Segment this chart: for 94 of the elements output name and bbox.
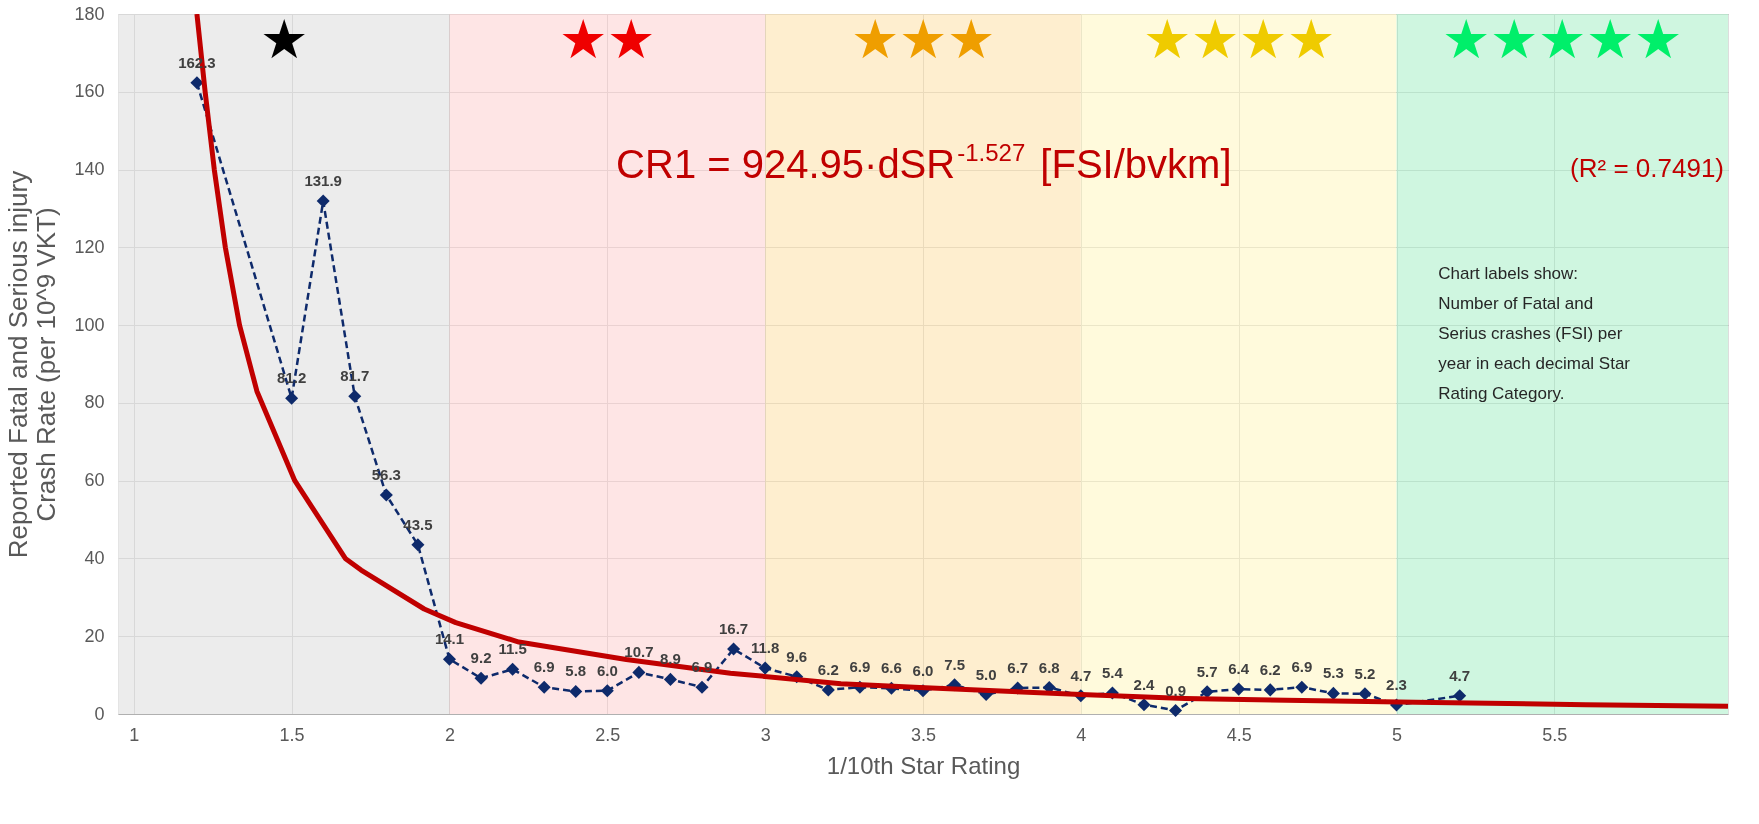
data-label: 6.9 — [691, 658, 713, 676]
x-tick-label: 2 — [444, 724, 455, 745]
data-label: 43.5 — [403, 515, 433, 533]
annotation: Chart labels show: — [1438, 264, 1579, 283]
annotation: Number of Fatal and Serius crashes (FSI) per year in each decimal Star Rating Category. — [1438, 294, 1631, 403]
y-tick-label: 120 — [74, 236, 105, 257]
point — [474, 671, 488, 685]
data-label: 81.7 — [340, 367, 370, 385]
x-axis-title: 1/10th Star Rating — [826, 751, 1021, 779]
data-label: 6.2 — [1259, 660, 1281, 678]
data-label: 5.4 — [1101, 664, 1124, 681]
data-label: 6.0 — [912, 661, 934, 679]
data-label: 6.6 — [881, 659, 902, 677]
data-label: 11.8 — [750, 639, 780, 657]
point — [1137, 698, 1151, 712]
point — [632, 665, 646, 679]
data-label: 14.1 — [434, 630, 465, 648]
data-label: 5.0 — [975, 665, 997, 683]
data-label: 6.0 — [596, 661, 618, 679]
y-tick-label: 60 — [84, 470, 105, 491]
x-tick-label: 3.5 — [910, 724, 937, 745]
y-tick-label: 140 — [74, 159, 105, 180]
point — [758, 661, 772, 675]
point — [442, 652, 456, 666]
data-label: 4.7 — [1449, 666, 1471, 684]
x-tick-label: 1.5 — [279, 724, 305, 745]
y-tick-label: 160 — [74, 81, 105, 102]
point — [411, 538, 425, 552]
point — [1295, 680, 1309, 694]
x-tick-label: 5 — [1392, 724, 1403, 745]
data-label: 7.5 — [944, 655, 965, 673]
annotation: (R² = 0.7491) — [1570, 153, 1724, 183]
band-label: ★ — [259, 9, 308, 69]
y-tick-label: 180 — [74, 3, 105, 24]
point — [348, 389, 362, 403]
point — [285, 391, 299, 405]
data-label: 11.5 — [498, 640, 527, 658]
point — [663, 672, 677, 686]
data-label: 6.2 — [817, 660, 839, 678]
data-label: 6.7 — [1007, 658, 1029, 676]
data-label: 5.3 — [1322, 664, 1344, 682]
data-label: 4.7 — [1070, 666, 1092, 684]
point — [1326, 686, 1340, 700]
data-label: 5.2 — [1354, 664, 1376, 682]
data-label: 6.4 — [1228, 660, 1250, 678]
data-label: 10.7 — [624, 643, 654, 661]
x-tick-label: 4.5 — [1226, 724, 1252, 745]
point — [695, 680, 709, 694]
data-label: 5.8 — [565, 662, 587, 680]
band-label: ★★★★★ — [1442, 9, 1683, 69]
band-label: ★★ — [559, 9, 656, 69]
point — [821, 683, 835, 697]
point — [1169, 703, 1183, 718]
data-label: 6.9 — [1291, 658, 1313, 676]
y-tick-label: 80 — [84, 392, 105, 413]
data-label: 8.9 — [660, 650, 681, 668]
y-tick-label: 100 — [74, 314, 105, 335]
point — [316, 194, 330, 208]
data-label: 2.4 — [1133, 675, 1156, 693]
point — [1200, 685, 1214, 699]
data-label: 6.9 — [849, 658, 871, 676]
y-tick-label: 40 — [84, 547, 105, 568]
data-label: 9.2 — [470, 649, 492, 667]
data-label: 16.7 — [718, 620, 749, 638]
point — [506, 662, 520, 676]
band-label: ★★★★ — [1142, 9, 1335, 69]
y-tick-label: 0 — [94, 703, 105, 724]
y-tick-label: 20 — [84, 625, 105, 646]
point — [1358, 687, 1372, 701]
point — [190, 76, 204, 90]
point — [537, 680, 551, 694]
data-label: 81.2 — [277, 369, 307, 387]
band-label: ★★★ — [851, 9, 995, 69]
data-label: 6.8 — [1038, 658, 1060, 676]
data-label: 131.9 — [304, 172, 342, 190]
data-label: 9.6 — [786, 647, 808, 665]
point — [600, 684, 614, 698]
y-axis-title: Reported Fatal and Serious injury Crash Rate (per 10^9 VKT) — [3, 170, 62, 559]
x-tick-label: 4 — [1076, 724, 1087, 745]
data-label: 5.7 — [1196, 662, 1218, 680]
point — [379, 488, 393, 502]
point — [569, 684, 583, 698]
point — [1263, 683, 1277, 697]
point — [727, 642, 741, 656]
x-tick-label: 3 — [760, 724, 771, 745]
data-label: 6.9 — [533, 658, 555, 676]
point — [1232, 682, 1246, 696]
data-label: 2.3 — [1386, 676, 1407, 694]
point — [1453, 689, 1467, 703]
data-label: 0.9 — [1165, 681, 1186, 699]
x-tick-label: 2.5 — [595, 724, 621, 745]
x-tick-label: 1 — [129, 724, 140, 745]
data-label: 56.3 — [371, 466, 401, 484]
x-tick-label: 5.5 — [1542, 724, 1568, 745]
